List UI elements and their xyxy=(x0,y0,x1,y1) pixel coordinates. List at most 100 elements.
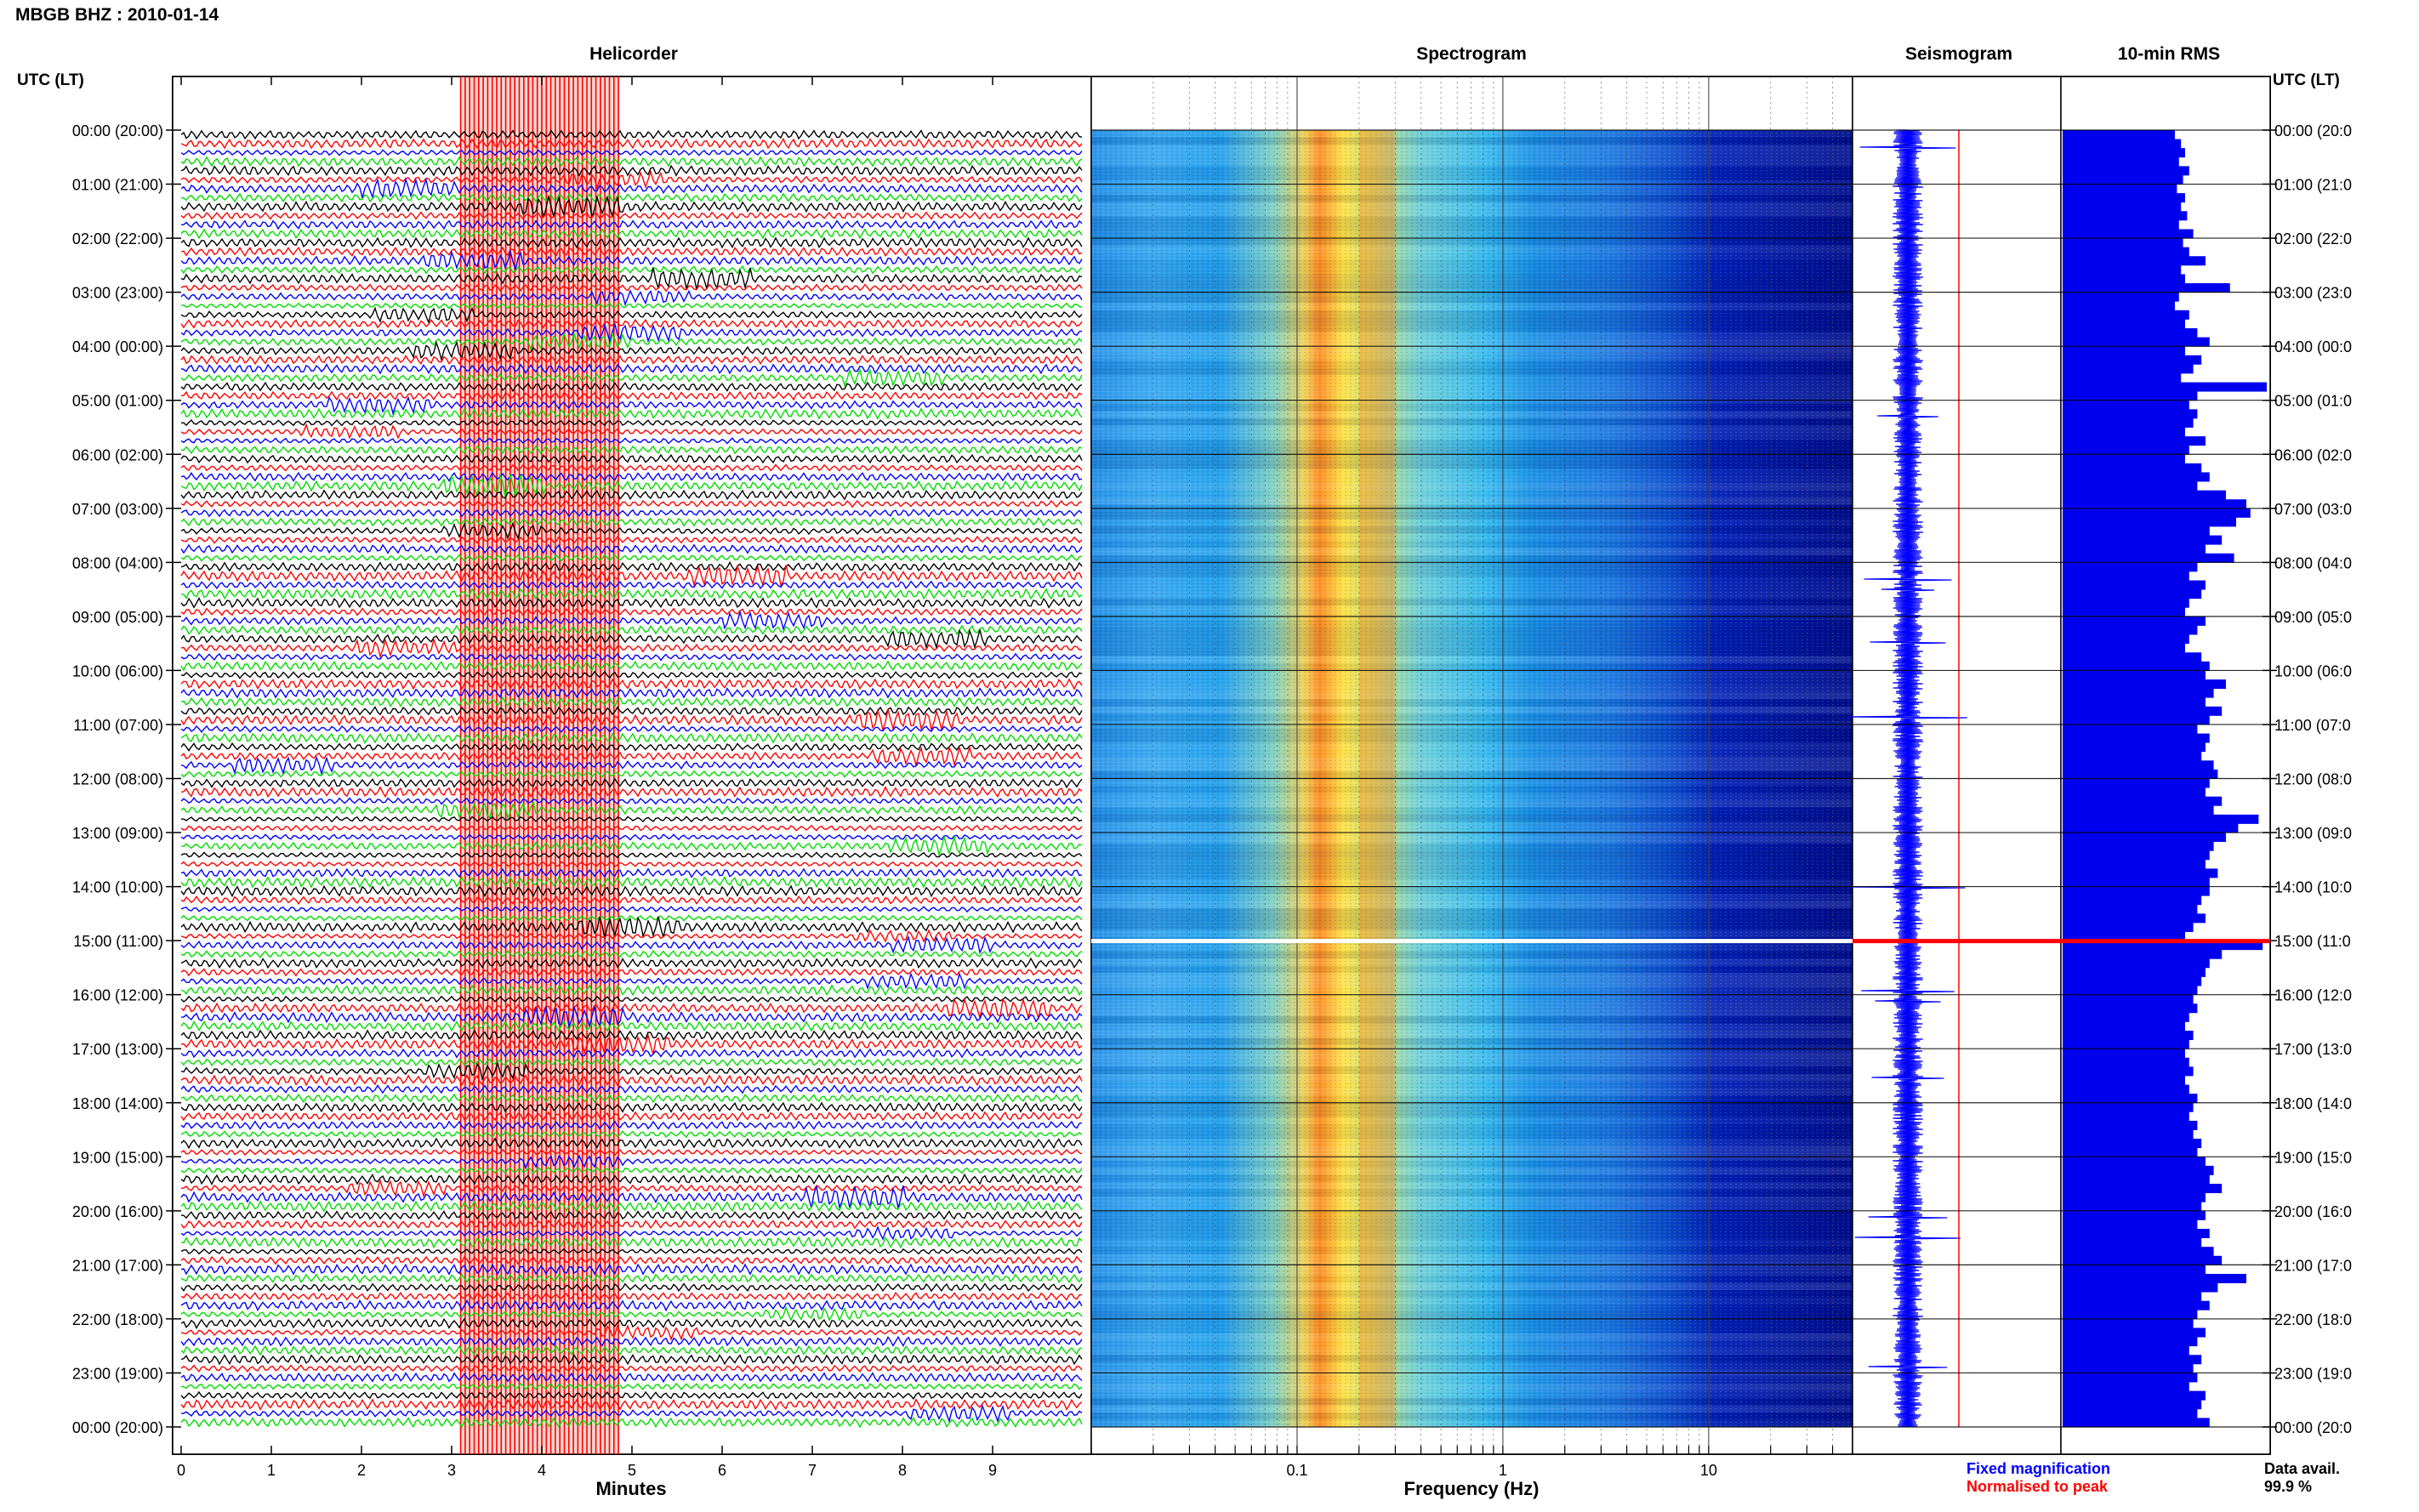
rms-bar xyxy=(2063,327,2198,338)
right-time-label: 00:00 (20:0 xyxy=(2274,122,2352,139)
rms-bar xyxy=(2063,1039,2189,1049)
helicorder-trace xyxy=(180,535,1083,544)
spectrogram-row xyxy=(1091,1081,1853,1089)
rms-bar xyxy=(2063,1192,2206,1202)
rms-bar xyxy=(2063,184,2177,194)
data-avail-value: 99.9 % xyxy=(2264,1478,2312,1495)
spectrogram-row xyxy=(1091,1131,1853,1140)
rms-bar xyxy=(2063,625,2198,635)
spectrogram-row xyxy=(1091,1073,1853,1082)
helicorder-trace xyxy=(180,949,1083,958)
rms-bar xyxy=(2063,859,2206,869)
helicorder-trace xyxy=(180,895,1083,905)
spectrogram-row xyxy=(1091,1181,1853,1190)
helicorder-trace xyxy=(180,445,1083,455)
spectrogram-row xyxy=(1091,677,1853,685)
spectrogram-row xyxy=(1091,1168,1853,1175)
helicorder-trace xyxy=(180,1178,1083,1198)
rms-bar xyxy=(2063,156,2179,167)
helicorder-trace xyxy=(180,149,1083,156)
rms-bar xyxy=(2063,616,2206,626)
spectrogram-x-ticks: 0.1 1 10 xyxy=(1286,1462,1716,1479)
spectrogram-row xyxy=(1091,634,1853,642)
helicorder-trace xyxy=(180,302,1083,310)
helicorder-trace xyxy=(180,322,1083,344)
helicorder-trace xyxy=(180,867,1083,878)
spectrogram-row xyxy=(1091,1282,1853,1291)
spectrogram-row xyxy=(1091,894,1853,901)
spectrogram-row xyxy=(1091,173,1853,181)
helicorder-trace xyxy=(180,609,1083,631)
rms-bar xyxy=(2063,211,2188,221)
left-time-label: 17:00 (13:00) xyxy=(72,1041,163,1058)
rms-bar xyxy=(2063,409,2198,419)
spectrogram-row xyxy=(1091,1247,1853,1254)
helicorder-trace xyxy=(180,884,1083,898)
spectrogram-row xyxy=(1091,569,1853,577)
helicorder-trace xyxy=(180,362,1083,375)
rms-bar xyxy=(2063,733,2210,743)
rms-bar xyxy=(2063,715,2210,725)
spectrogram-row xyxy=(1091,886,1853,895)
spectrogram-row xyxy=(1091,512,1853,520)
spectrogram-row xyxy=(1091,490,1853,498)
helicorder-trace xyxy=(180,1219,1083,1230)
left-time-label: 15:00 (11:00) xyxy=(73,933,163,950)
spectrogram-row xyxy=(1091,446,1853,455)
rms-bar xyxy=(2063,1273,2246,1283)
spectrogram-row xyxy=(1091,1002,1853,1009)
left-time-label: 04:00 (00:00) xyxy=(72,338,163,355)
helicorder-trace xyxy=(180,489,1083,501)
spectrogram-row xyxy=(1091,598,1853,606)
helicorder-trace xyxy=(180,1305,1083,1322)
page-title: MBGB BHZ : 2010-01-14 xyxy=(15,5,219,25)
rms-bar xyxy=(2063,679,2226,689)
helicorder-trace xyxy=(180,1005,1083,1029)
rms-bar xyxy=(2063,274,2185,284)
legend-normalised-to-peak: Normalised to peak xyxy=(1967,1478,2109,1495)
helicorder-trace xyxy=(180,1299,1083,1312)
spectrogram-row xyxy=(1091,137,1853,145)
rms-bar xyxy=(2063,535,2223,545)
spectrogram-row xyxy=(1091,454,1853,462)
spectrogram-row xyxy=(1091,295,1853,304)
spectrogram-row xyxy=(1091,526,1853,534)
helicorder-trace xyxy=(180,1020,1083,1032)
helicorder-trace xyxy=(180,731,1083,745)
spectrogram-row xyxy=(1091,253,1853,260)
helicorder-trace xyxy=(180,1060,1083,1081)
rms-bar xyxy=(2063,481,2198,492)
spectrogram-row xyxy=(1091,1196,1853,1204)
rms-bar xyxy=(2063,364,2194,374)
right-time-label: 17:00 (13:0 xyxy=(2274,1041,2352,1058)
spectrogram-row xyxy=(1091,324,1853,333)
rms-bar xyxy=(2063,823,2239,833)
rms-bar xyxy=(2063,463,2202,473)
helicorder-trace xyxy=(180,637,1083,659)
seismogram-frame xyxy=(1852,76,2062,1455)
helicorder-trace xyxy=(181,816,1083,823)
helicorder-trace xyxy=(180,137,1083,150)
spectrogram-row xyxy=(1091,144,1853,152)
right-time-label: 08:00 (04:0 xyxy=(2274,554,2352,571)
right-time-label: 16:00 (12:0 xyxy=(2274,987,2352,1004)
rms-bar xyxy=(2063,1255,2223,1265)
rms-bar xyxy=(2063,174,2183,185)
spectrogram-row xyxy=(1091,641,1853,649)
helicorder-trace xyxy=(180,169,1083,190)
spectrogram-tick-label: 1 xyxy=(1499,1462,1507,1479)
spectrogram-row xyxy=(1091,1066,1853,1074)
spectrogram-row xyxy=(1091,1210,1853,1219)
helicorder-trace xyxy=(180,1084,1083,1094)
helicorder-trace xyxy=(180,340,1083,362)
spectrogram-row xyxy=(1091,691,1853,700)
helicorder-trace xyxy=(180,1398,1083,1412)
helicorder-trace xyxy=(180,306,1083,325)
rms-bar xyxy=(2063,256,2206,266)
spectrogram-row xyxy=(1091,1290,1853,1298)
rms-bar xyxy=(2063,724,2198,734)
spectrogram-row xyxy=(1091,577,1853,584)
helicorder-trace xyxy=(180,1120,1083,1131)
helicorder-trace xyxy=(180,875,1083,889)
